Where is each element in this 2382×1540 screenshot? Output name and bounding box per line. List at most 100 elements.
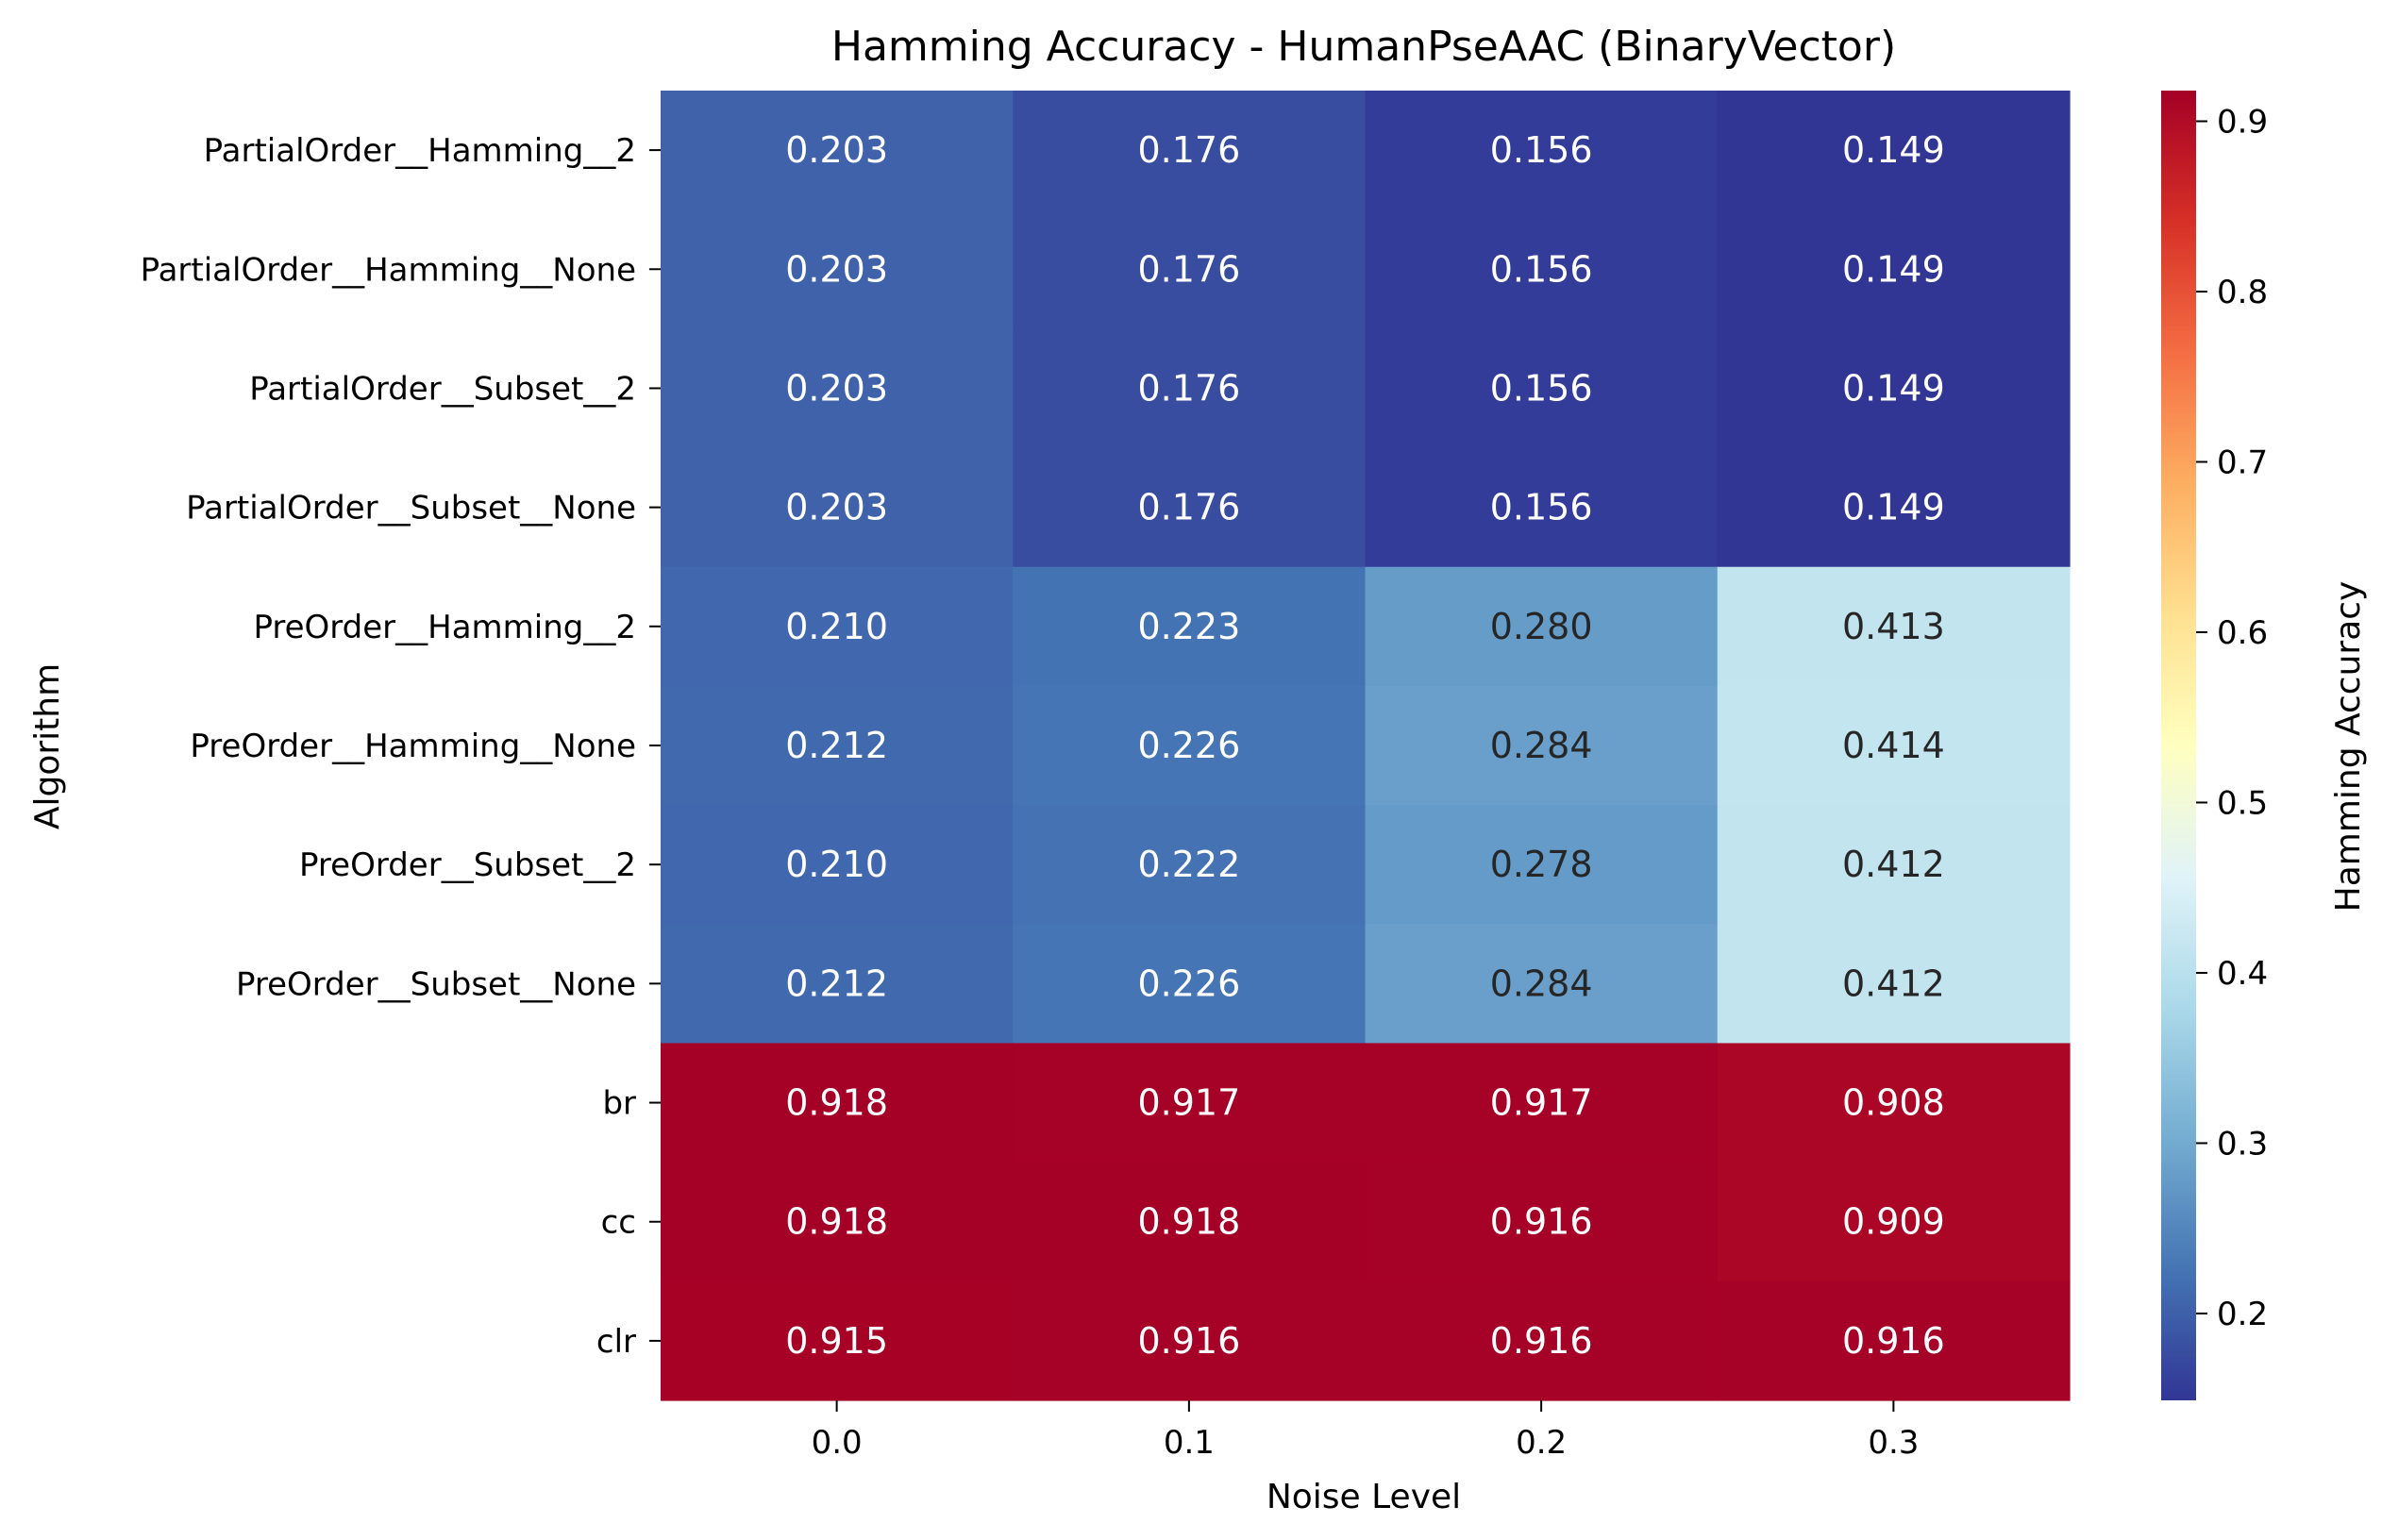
cell-annotation: 0.176 (1137, 248, 1240, 290)
cell-annotation: 0.916 (1490, 1201, 1593, 1243)
heatmap-cell (1013, 1162, 1367, 1282)
heatmap-cell (1365, 447, 1719, 568)
y-tick-label: PreOrder__Subset__2 (299, 846, 636, 884)
colorbar-tick-label: 0.9 (2217, 103, 2268, 141)
x-axis-ticks: 0.0 0.1 0.2 0.3 (812, 1400, 1919, 1462)
cell-annotation: 0.210 (785, 844, 888, 885)
cell-annotation: 0.226 (1137, 725, 1240, 766)
cell-annotation: 0.918 (785, 1201, 888, 1243)
heatmap-cell (1717, 1043, 2071, 1163)
y-tick-label: PreOrder__Hamming__None (190, 728, 636, 765)
y-tick-label: PartialOrder__Hamming__None (141, 251, 636, 289)
cell-annotation: 0.156 (1490, 248, 1593, 290)
cell-annotation: 0.176 (1137, 487, 1240, 528)
x-tick-label: 0.2 (1516, 1424, 1567, 1462)
heatmap-cell (1717, 328, 2071, 449)
colorbar-label: Hamming Accuracy (2329, 581, 2368, 912)
cell-annotation: 0.916 (1137, 1320, 1240, 1362)
colorbar-tick-label: 0.5 (2217, 784, 2268, 822)
colorbar-tick-label: 0.3 (2217, 1125, 2268, 1163)
heatmap-cell (1365, 1162, 1719, 1282)
heatmap-cell (661, 1162, 1014, 1282)
heatmap-cell (661, 91, 1014, 210)
heatmap-cell (1013, 447, 1367, 568)
cell-annotation: 0.156 (1490, 487, 1593, 528)
colorbar-tick-label: 0.6 (2217, 614, 2268, 652)
x-tick-label: 0.3 (1868, 1424, 1919, 1462)
cell-annotation: 0.284 (1490, 725, 1593, 766)
cell-annotation: 0.226 (1137, 962, 1240, 1004)
heatmap-cell (1013, 209, 1367, 329)
cell-annotation: 0.916 (1490, 1320, 1593, 1362)
cell-annotation: 0.176 (1137, 129, 1240, 171)
y-axis-ticks: PartialOrder__Hamming__2 PartialOrder__Ha… (141, 132, 661, 1361)
cell-annotation: 0.212 (785, 962, 888, 1004)
colorbar-gradient (2161, 91, 2196, 1400)
y-tick-label: clr (596, 1323, 636, 1361)
cell-annotation: 0.203 (785, 367, 888, 409)
cell-annotation: 0.413 (1842, 606, 1945, 647)
heatmap-cell (661, 685, 1014, 806)
heatmap-cell (661, 1043, 1014, 1163)
cell-annotation: 0.412 (1842, 962, 1945, 1004)
heatmap-cell (1013, 566, 1367, 687)
y-tick-label: PartialOrder__Subset__2 (249, 370, 636, 408)
heatmap-cell (1365, 566, 1719, 687)
cell-annotation: 0.210 (785, 606, 888, 647)
heatmap-cell (1717, 566, 2071, 687)
cell-annotation: 0.915 (785, 1320, 888, 1362)
heatmap-cell (1365, 328, 1719, 449)
cell-annotation: 0.223 (1137, 606, 1240, 647)
heatmap-cell (1013, 1281, 1367, 1401)
cell-annotation: 0.918 (785, 1082, 888, 1124)
cell-annotation: 0.156 (1490, 367, 1593, 409)
heatmap-cell (1717, 1162, 2071, 1282)
cell-annotations: 0.203 0.176 0.156 0.149 0.203 0.176 0.156 0.149… (785, 129, 1945, 1362)
heatmap-cell (1013, 91, 1367, 210)
cell-annotation: 0.176 (1137, 367, 1240, 409)
heatmap-cell (661, 1281, 1014, 1401)
heatmap-cell (1717, 91, 2071, 210)
cell-annotation: 0.908 (1842, 1082, 1945, 1124)
heatmap-cells (661, 91, 2071, 1401)
heatmap-cell (661, 924, 1014, 1045)
cell-annotation: 0.414 (1842, 725, 1945, 766)
cell-annotation: 0.278 (1490, 844, 1593, 885)
cell-annotation: 0.149 (1842, 367, 1945, 409)
colorbar-tick-label: 0.2 (2217, 1296, 2268, 1333)
chart-title: Hamming Accuracy - HumanPseAAC (BinaryVe… (831, 23, 1896, 71)
cell-annotation: 0.203 (785, 248, 888, 290)
heatmap-cell (1013, 328, 1367, 449)
cell-annotation: 0.203 (785, 487, 888, 528)
heatmap-cell (1365, 1281, 1719, 1401)
heatmap-cell (1717, 1281, 2071, 1401)
heatmap-cell (1365, 91, 1719, 210)
heatmap-cell (661, 805, 1014, 925)
heatmap-cell (661, 447, 1014, 568)
y-tick-label: PreOrder__Hamming__2 (253, 609, 636, 646)
y-tick-label: br (602, 1085, 636, 1123)
cell-annotation: 0.280 (1490, 606, 1593, 647)
y-tick-label: PreOrder__Subset__None (236, 965, 636, 1003)
cell-annotation: 0.917 (1490, 1082, 1593, 1124)
cell-annotation: 0.222 (1137, 844, 1240, 885)
heatmap-cell (1013, 924, 1367, 1045)
heatmap-cell (1365, 209, 1719, 329)
cell-annotation: 0.212 (785, 725, 888, 766)
cell-annotation: 0.918 (1137, 1201, 1240, 1243)
heatmap-cell (1717, 685, 2071, 806)
cell-annotation: 0.909 (1842, 1201, 1945, 1243)
cell-annotation: 0.149 (1842, 487, 1945, 528)
heatmap-cell (1717, 209, 2071, 329)
y-tick-label: PartialOrder__Hamming__2 (204, 132, 636, 170)
colorbar-tick-label: 0.7 (2217, 444, 2268, 481)
y-tick-label: cc (601, 1204, 636, 1242)
cell-annotation: 0.412 (1842, 844, 1945, 885)
heatmap-cell (1365, 805, 1719, 925)
cell-annotation: 0.149 (1842, 129, 1945, 171)
colorbar-tick-label: 0.8 (2217, 274, 2268, 311)
heatmap-cell (1717, 805, 2071, 925)
cell-annotation: 0.284 (1490, 962, 1593, 1004)
